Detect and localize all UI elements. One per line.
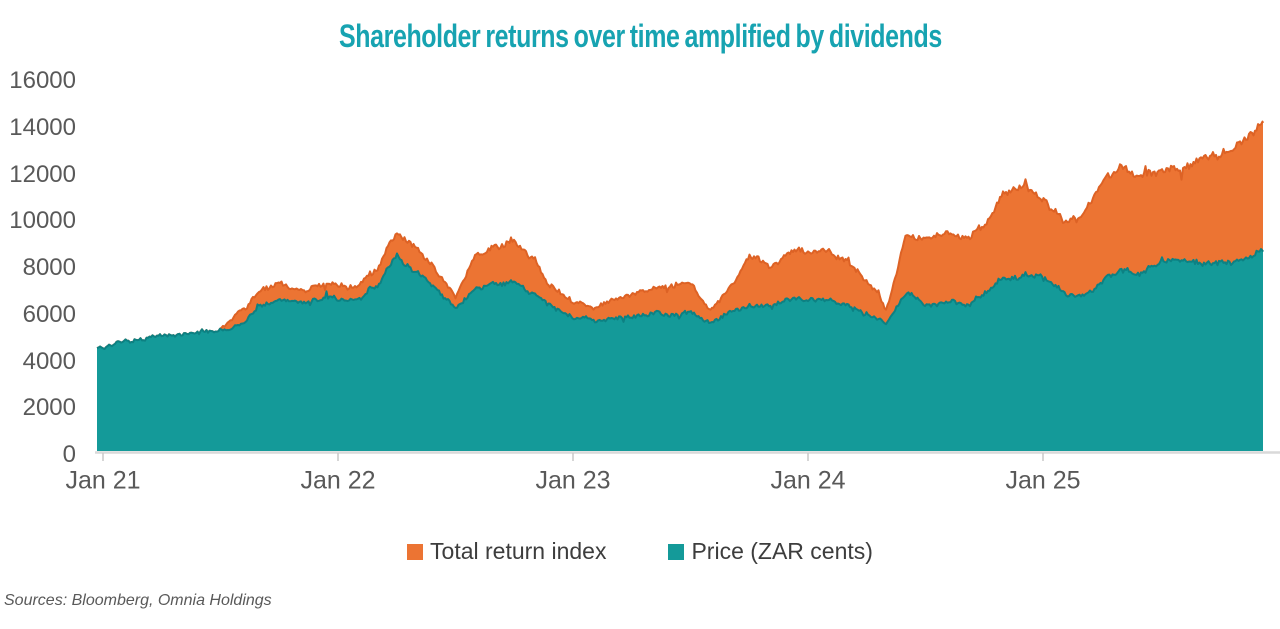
chart-title-text: Shareholder returns over time amplified … — [338, 18, 942, 54]
y-axis-label: 2000 — [22, 394, 76, 422]
x-axis-label: Jan 24 — [770, 466, 846, 495]
total-return-top-edge — [96, 120, 1264, 350]
legend: Total return index Price (ZAR cents) — [0, 540, 1280, 563]
legend-item: Total return index — [407, 540, 606, 563]
x-axis-label: Jan 23 — [535, 466, 611, 495]
y-axis-label: 16000 — [9, 67, 76, 94]
y-axis-label: 0 — [62, 441, 76, 468]
x-axis-label: Jan 21 — [65, 466, 141, 495]
source-note: Sources: Bloomberg, Omnia Holdings — [4, 592, 272, 609]
y-axis-label: 4000 — [22, 347, 76, 375]
y-axis-label: 6000 — [22, 300, 76, 328]
legend-label: Price (ZAR cents) — [691, 538, 873, 564]
legend-label: Total return index — [430, 538, 607, 564]
price-top-edge — [96, 248, 1264, 350]
x-axis-label: Jan 25 — [1005, 466, 1081, 495]
y-axis-label: 12000 — [9, 160, 76, 188]
price-area — [97, 249, 1263, 451]
y-axis-label: 14000 — [9, 113, 76, 141]
y-axis-label: 8000 — [22, 254, 76, 281]
y-axis-label: 10000 — [9, 207, 76, 235]
legend-swatch-icon — [668, 543, 685, 560]
legend-item: Price (ZAR cents) — [668, 538, 873, 564]
x-axis-label: Jan 22 — [300, 466, 376, 495]
chart-title: Shareholder returns over time amplified … — [0, 18, 1280, 55]
legend-swatch-icon — [407, 543, 424, 560]
